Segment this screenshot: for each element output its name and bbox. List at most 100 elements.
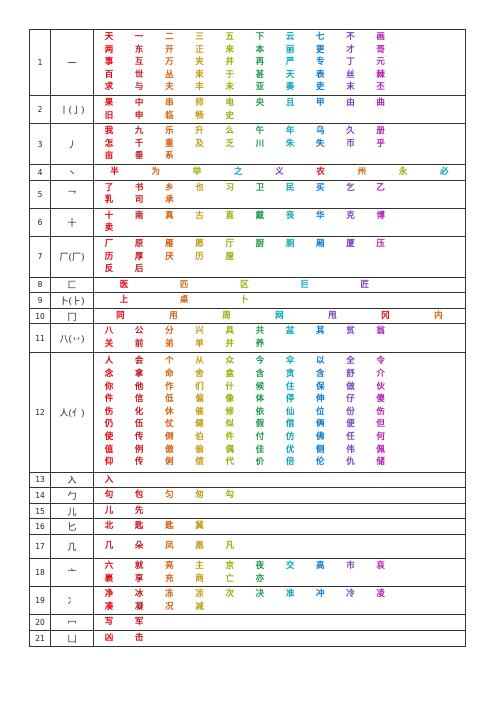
- character: 分: [165, 326, 174, 337]
- row-number: 5: [29, 179, 51, 209]
- character: 传: [134, 432, 144, 443]
- character: 丛: [165, 69, 174, 80]
- character: 凶: [104, 633, 114, 643]
- radical-row: 7 厂(厂) 厂原雁愿厅厨厕厢厦压历厚厌历厘反后: [29, 235, 466, 278]
- character: 况: [165, 601, 174, 612]
- character: 盆: [285, 326, 295, 337]
- radical-row: 15 儿儿先: [29, 502, 466, 520]
- character: 丁: [346, 57, 355, 68]
- character: 傻: [376, 394, 385, 405]
- character: 伦: [316, 457, 325, 468]
- character: 代: [225, 457, 234, 468]
- character-cell: 净 冰 冻 凉 次 决 准 冲 冷 凌凑 凝 况 减: [93, 586, 466, 616]
- character: 京: [225, 561, 234, 572]
- character: 侧: [316, 444, 325, 455]
- row-number: 7: [29, 235, 51, 278]
- character: 写: [104, 617, 114, 628]
- character: 果: [104, 97, 114, 108]
- character: 厌: [165, 251, 174, 262]
- character: 甲: [316, 97, 325, 108]
- character: 不: [346, 32, 355, 42]
- character: 休: [165, 406, 174, 417]
- row-number: 2: [29, 94, 51, 125]
- character: 俩: [316, 419, 325, 430]
- character: 凤: [165, 541, 174, 552]
- character: 万: [165, 57, 174, 68]
- row-number: 21: [29, 630, 51, 647]
- character: 俐: [165, 457, 174, 468]
- character: 单: [195, 339, 204, 350]
- character: 像: [225, 394, 234, 405]
- character-line: 十南真古直戴丧华克博: [94, 210, 465, 223]
- radical-row: 12 人(亻) 人 会 个 从 众 今 伞 以 全 令念 拿 命 舍 盒 含 贪 含 舒 介你 他 作 们 什 候 住 保 做 伙件 信 低 偏…: [29, 351, 466, 473]
- radical-label: 一: [50, 29, 94, 96]
- character: 低: [165, 394, 174, 405]
- character: 仔: [346, 394, 355, 405]
- character: 就: [134, 561, 144, 572]
- character: 凌: [376, 589, 385, 600]
- character: 佛: [316, 432, 325, 443]
- character: 束: [195, 69, 204, 80]
- character-line: 裹享充商亡亦: [94, 573, 465, 586]
- character-cell: 八 公 分 兴 具 共 盆 其 贫 翁关 前 弟 单 并 养: [93, 323, 466, 353]
- character: 佳: [255, 444, 265, 455]
- character: 们: [195, 381, 204, 392]
- radical-label: 丨(亅): [50, 94, 94, 125]
- character: 体: [255, 394, 265, 405]
- character: 哥: [376, 44, 385, 55]
- character: 并: [225, 339, 234, 350]
- character: 习: [225, 182, 234, 193]
- character-line: 你他作们什候住保做伙: [94, 381, 465, 394]
- character: 承: [165, 195, 174, 206]
- character: 五: [225, 32, 234, 42]
- radical-label: 十: [50, 207, 94, 237]
- character: 修: [225, 406, 234, 417]
- character-line: 反后: [94, 263, 465, 276]
- character: 中: [134, 97, 144, 108]
- character: 舍: [195, 369, 204, 380]
- character: 关: [104, 339, 114, 350]
- character: 匆: [195, 490, 204, 501]
- character: 个: [165, 356, 174, 367]
- character: 今: [255, 356, 265, 367]
- character: 桌: [179, 295, 189, 306]
- character: 垂: [134, 151, 144, 162]
- character: 博: [376, 210, 385, 221]
- row-number: 10: [29, 307, 51, 325]
- radical-label: 亠: [50, 558, 94, 588]
- character-line: 医匹区巨匠: [94, 279, 465, 292]
- character: 翁: [376, 326, 385, 337]
- character: 你: [104, 381, 114, 392]
- character: 冲: [316, 589, 325, 600]
- character: 享: [134, 573, 144, 584]
- character: 使: [104, 432, 114, 443]
- character-line: 我九乐升么午年乌久册: [94, 125, 465, 138]
- character-cell: 我 九 乐 升 么 午 年 乌 久 册怎 千 重 及 乏 川 朱 失 币 乎亩 垂 系: [93, 123, 466, 165]
- character: 凉: [195, 589, 204, 600]
- character: 交: [285, 561, 295, 572]
- character: 亩: [104, 151, 114, 162]
- character: 保: [316, 381, 325, 392]
- character: 匀: [165, 490, 174, 501]
- character: 农: [316, 166, 325, 177]
- character: 主: [195, 561, 204, 572]
- character: 减: [195, 601, 204, 612]
- character: 亮: [165, 561, 174, 572]
- character: 十: [104, 210, 114, 221]
- character: 信: [134, 394, 144, 405]
- character: 书: [134, 182, 144, 193]
- character: 包: [134, 490, 144, 501]
- character: 半: [110, 166, 119, 177]
- radical-label: 匕: [50, 518, 94, 536]
- character-cell: 写军: [93, 614, 466, 631]
- character: 冰: [134, 589, 144, 600]
- character: 冻: [165, 589, 174, 600]
- character: 么: [225, 126, 234, 137]
- character: 元: [376, 57, 385, 68]
- character: 人: [104, 356, 114, 367]
- character: 催: [195, 406, 204, 417]
- character: 本: [255, 44, 265, 55]
